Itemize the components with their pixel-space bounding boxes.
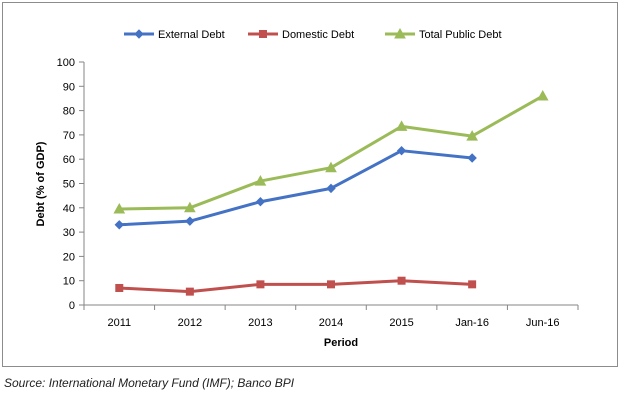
data-point (115, 283, 124, 292)
legend-item: Domestic Debt (248, 29, 354, 41)
y-tick-label: 50 (63, 179, 75, 191)
series-total-public-debt (113, 89, 549, 214)
y-tick-label: 30 (63, 227, 75, 239)
y-tick-label: 80 (63, 106, 75, 118)
legend-label: Domestic Debt (282, 29, 354, 41)
x-tick-label: Jun-16 (526, 317, 560, 329)
data-point (255, 197, 266, 207)
data-point (468, 280, 477, 289)
legend-label: External Debt (158, 29, 225, 41)
source-note: Source: International Monetary Fund (IMF… (4, 376, 295, 390)
data-point (113, 202, 126, 214)
x-tick-label: 2014 (319, 317, 343, 329)
data-point (326, 183, 336, 194)
axes: 0 10 20 30 40 50 60 70 80 90 100 2011 2012 2013 2014 20… (57, 57, 579, 329)
series-layer (113, 89, 549, 296)
debt-line-chart: External Debt Domestic Debt Total Public D… (35, 27, 579, 349)
y-tick-label: 0 (69, 300, 75, 312)
data-point (185, 216, 195, 226)
y-tick-label: 90 (63, 81, 75, 93)
data-point (325, 161, 337, 173)
data-point (466, 130, 478, 141)
x-tick-label: Jan-16 (455, 317, 489, 329)
x-tick-label: 2011 (107, 317, 131, 329)
y-tick-label: 20 (63, 251, 75, 263)
series-external-debt (114, 145, 477, 230)
x-tick-label: 2015 (389, 317, 413, 329)
x-tick-label: 2012 (178, 317, 202, 329)
x-tick-label: 2013 (248, 317, 272, 329)
data-point (254, 175, 267, 186)
series-line (119, 149, 473, 227)
y-tick-label: 100 (57, 57, 75, 69)
legend-swatch-marker (259, 30, 267, 38)
legend-swatch-marker (394, 27, 406, 39)
data-point (184, 201, 196, 213)
data-point (395, 120, 408, 131)
data-point (396, 145, 407, 156)
y-axis-label: Debt (% of GDP) (35, 141, 47, 226)
data-point (397, 276, 406, 285)
legend-label: Total Public Debt (419, 29, 502, 41)
x-axis-label: Period (324, 337, 358, 349)
chart-frame (2, 2, 618, 367)
legend-item: External Debt (124, 29, 225, 41)
y-tick-label: 10 (63, 276, 75, 288)
legend: External Debt Domestic Debt Total Public D… (124, 27, 502, 41)
data-point (185, 287, 194, 296)
data-point (256, 280, 265, 289)
data-point (327, 280, 335, 289)
data-point (536, 89, 549, 101)
y-tick-label: 40 (63, 203, 75, 215)
data-point (114, 220, 124, 230)
data-point (467, 153, 477, 163)
legend-item: Total Public Debt (385, 27, 502, 41)
series-line (119, 279, 473, 294)
legend-swatch-marker (134, 29, 144, 39)
y-tick-label: 60 (63, 154, 75, 166)
series-domestic-debt (115, 276, 477, 296)
y-tick-label: 70 (63, 130, 75, 142)
